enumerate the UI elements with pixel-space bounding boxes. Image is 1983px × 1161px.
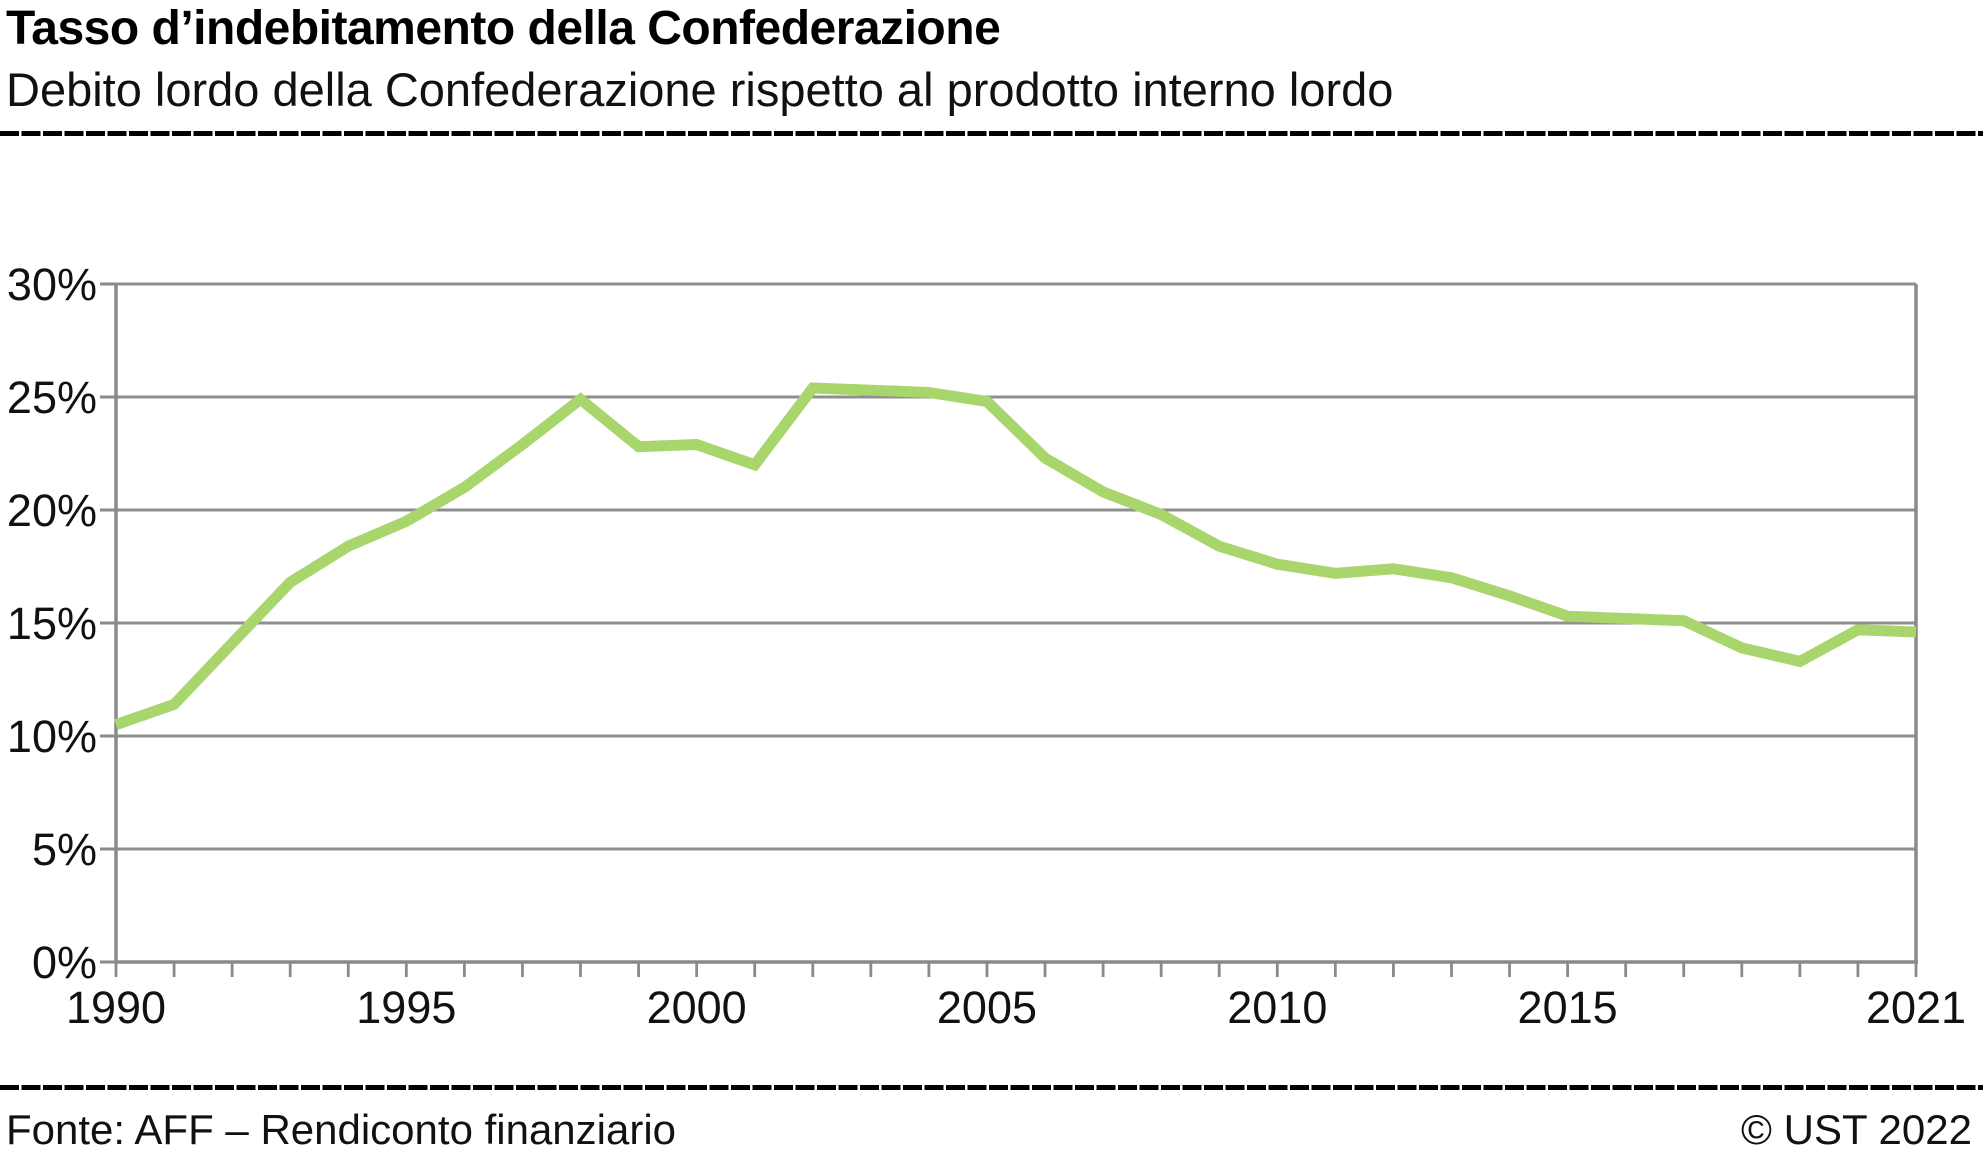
y-tick-label-5: 5% (32, 824, 97, 875)
x-tick-label-2015: 2015 (1518, 982, 1618, 1033)
source-note: Fonte: AFF – Rendiconto finanziario (6, 1106, 677, 1153)
x-tick-label-2000: 2000 (647, 982, 747, 1033)
x-tick-label-1995: 1995 (356, 982, 456, 1033)
x-tick-label-2010: 2010 (1227, 982, 1327, 1033)
header-divider-rule (0, 131, 1983, 136)
x-tick-label-2005: 2005 (937, 982, 1037, 1033)
x-tick-label-2021: 2021 (1866, 982, 1966, 1033)
copyright-note: © UST 2022 (1741, 1106, 1972, 1153)
chart-subtitle: Debito lordo della Confederazione rispet… (6, 63, 1394, 116)
footer-divider-rule (0, 1085, 1983, 1090)
y-tick-label-15: 15% (7, 598, 97, 649)
y-tick-label-10: 10% (7, 711, 97, 762)
y-tick-label-20: 20% (7, 485, 97, 536)
x-tick-label-1990: 1990 (66, 982, 166, 1033)
y-tick-label-0: 0% (32, 937, 97, 988)
y-tick-label-30: 30% (7, 259, 97, 310)
chart-title: Tasso d’indebitamento della Confederazio… (6, 2, 1001, 55)
debt-ratio-line (114, 382, 1917, 730)
y-tick-label-25: 25% (7, 372, 97, 423)
